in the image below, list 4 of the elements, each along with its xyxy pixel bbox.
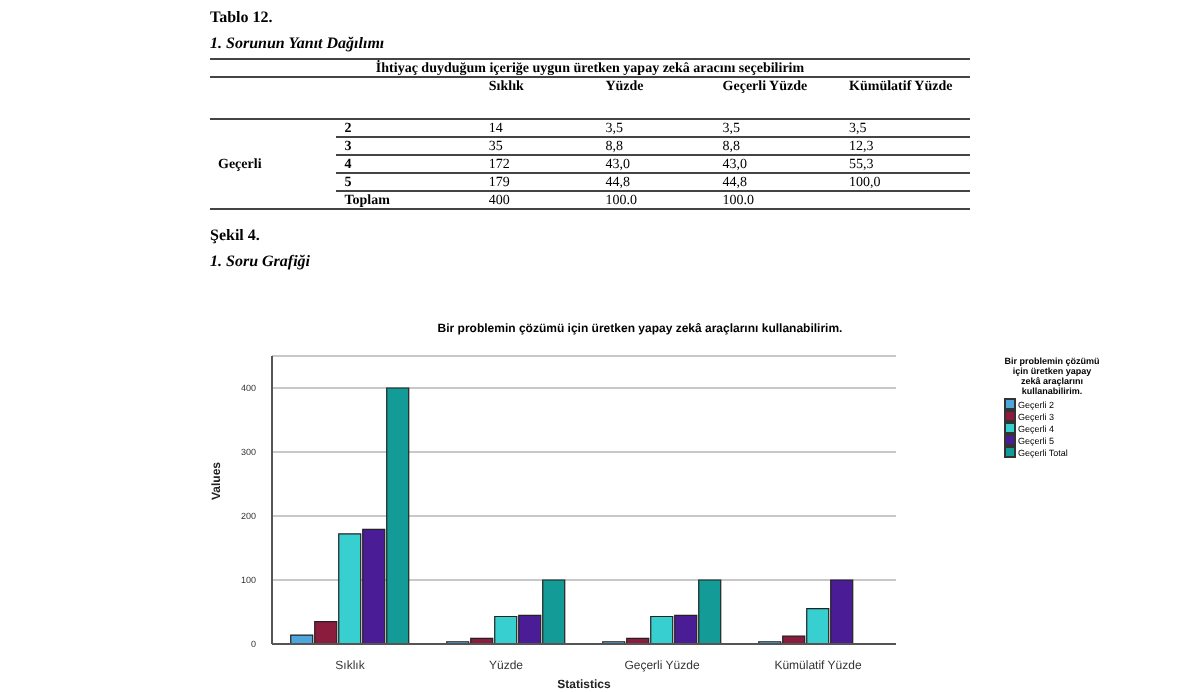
- text: 1. Sorunun Yanıt Dağılımı: [210, 34, 387, 52]
- text: Şekil 4.: [210, 226, 262, 244]
- text: 1. Soru Grafiği: [210, 252, 313, 270]
- text: Tablo 12.: [210, 8, 275, 26]
